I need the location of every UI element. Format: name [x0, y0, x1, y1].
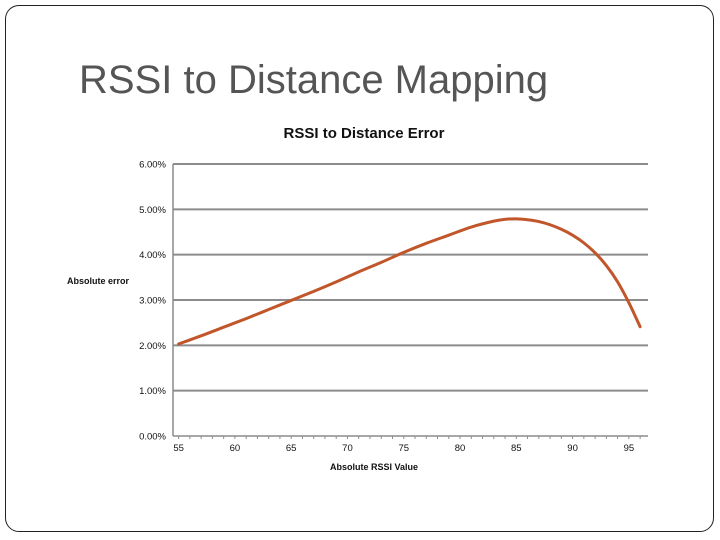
slide-frame: [5, 5, 714, 532]
y-tick-label: 3.00%: [139, 296, 166, 307]
x-axis-label: Absolute RSSI Value: [330, 462, 418, 472]
y-tick-label: 6.00%: [139, 160, 166, 171]
y-tick-label: 2.00%: [139, 341, 166, 352]
x-tick-label: 60: [230, 443, 241, 454]
series-group: [177, 217, 642, 346]
y-axis-label: Absolute error: [67, 276, 130, 286]
gridlines: [173, 163, 648, 392]
x-tick-label: 80: [455, 443, 466, 454]
y-tick-label: 1.00%: [139, 386, 166, 397]
y-tick-label: 5.00%: [139, 205, 166, 216]
y-tick-label: 0.00%: [139, 432, 166, 443]
x-tick-label: 55: [173, 443, 184, 454]
x-tick-label: 85: [511, 443, 522, 454]
x-tick-label: 70: [342, 443, 353, 454]
chart-title: RSSI to Distance Error: [284, 125, 445, 142]
x-tick-label: 75: [398, 443, 409, 454]
x-tick-label: 65: [286, 443, 297, 454]
x-axis: [172, 164, 648, 439]
y-tick-labels: 0.00% 1.00% 2.00% 3.00% 4.00% 5.00% 6.00%: [139, 160, 166, 443]
series-line: [177, 217, 642, 346]
y-tick-label: 4.00%: [139, 250, 166, 261]
slide-title: RSSI to Distance Mapping: [79, 58, 549, 102]
x-tick-label: 95: [624, 443, 635, 454]
x-tick-labels: 55 60 65 70 75 80 85 90 95: [173, 443, 634, 454]
x-tick-label: 90: [567, 443, 578, 454]
